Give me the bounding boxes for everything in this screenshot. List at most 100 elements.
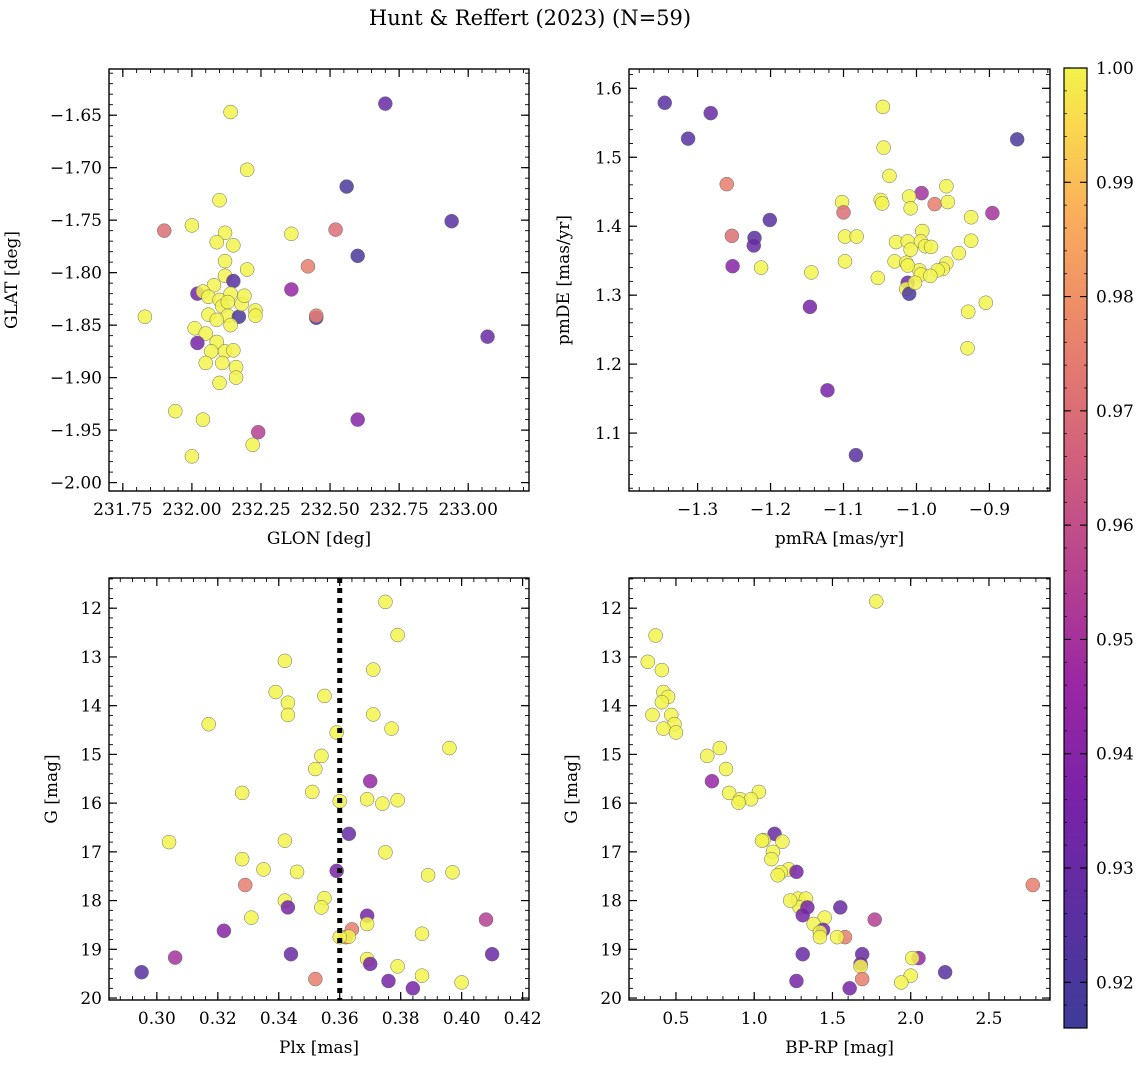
x-tick-label: −0.9 [969,500,1010,520]
data-point [390,959,405,974]
data-point [789,864,804,880]
data-point [442,740,457,756]
x-tick-label: 0.32 [199,1009,237,1029]
data-point [770,868,785,883]
data-point [381,973,396,989]
data-point [656,721,671,736]
data-point [209,312,225,328]
data-point [359,916,375,932]
data-point [184,218,200,233]
data-point [782,893,798,908]
data-point [703,105,718,121]
data-point [359,791,375,807]
data-point [927,196,942,212]
data-point [484,946,500,962]
data-point [350,412,365,427]
y-axis-label: GLAT [deg] [2,231,22,329]
data-point [201,716,216,732]
data-point [137,309,153,324]
y-tick-label: 1.2 [595,355,622,375]
data-point [1009,132,1025,147]
axes-frame [628,577,1051,1001]
data-point [215,355,230,371]
x-tick-label: 0.34 [260,1009,298,1029]
data-point [414,968,430,983]
y-tick-label: 12 [80,599,102,619]
data-point [700,748,715,764]
data-point [961,304,976,319]
data-point [308,308,324,323]
data-point [854,971,870,987]
y-tick-label: 16 [80,794,102,814]
y-tick-label: 17 [600,843,622,863]
panel-p3: 0.30 0.32 0.34 0.36 0.38 0.40 0.42 12 13 14 15 16 17… [42,577,542,1058]
x-tick-label: 0.30 [138,1009,176,1029]
data-point [226,238,241,253]
data-point [668,725,684,740]
data-point [764,851,779,867]
axes-frame [108,577,530,1001]
data-point [268,684,283,700]
y-tick-label: 19 [600,940,622,960]
y-tick-label: 19 [80,940,102,960]
data-point [384,721,399,736]
data-point [366,707,381,722]
y-tick-label: 18 [600,892,622,912]
data-point [217,253,233,269]
y-tick-label: 16 [600,794,622,814]
data-point [718,761,734,777]
data-point [220,294,236,310]
y-tick-label: 1.5 [595,148,622,168]
data-point [228,370,244,385]
data-point [654,695,670,710]
panel-p2: −1.3 −1.2 −1.1 −1.0 −0.9 1.1 1.2 1.3 1.4 1.5 1.6 pm… [554,68,1051,549]
data-point [951,245,967,261]
data-point [157,223,172,238]
data-point [795,946,810,962]
x-tick-label: −1.1 [823,500,864,520]
data-point [923,268,938,284]
data-point [167,950,183,965]
data-point [478,912,494,927]
colorbar-tick-label: 0.98 [1096,288,1134,308]
data-point [314,900,329,915]
data-point [903,242,918,257]
data-point [314,748,329,764]
x-axis-label: GLON [deg] [267,529,371,549]
data-point [244,910,259,925]
data-point [245,437,260,453]
data-point [212,375,227,391]
data-point [234,785,250,801]
figure-title: Hunt & Reffert (2023) (N=59) [368,6,692,30]
y-tick-label: 18 [80,892,102,912]
data-point [390,792,405,808]
data-point [795,907,810,923]
data-point [317,688,332,704]
colorbar-tick-label: 0.92 [1096,973,1134,993]
data-point [239,162,255,178]
data-point [248,308,263,323]
data-point [724,228,740,244]
data-point [907,275,923,291]
data-point [789,973,804,989]
data-point [853,959,868,974]
y-tick-label: 15 [600,745,622,765]
y-tick-label: 15 [80,745,102,765]
data-point [378,594,393,610]
colorbar-tick-label: 0.95 [1096,630,1134,650]
data-point [226,273,241,289]
data-point [874,196,890,211]
data-point [939,178,954,194]
data-point [362,956,378,972]
data-point [420,868,436,883]
data-point [184,449,200,464]
data-point [405,981,421,996]
data-point [820,383,835,398]
colorbar: 1.00 0.99 0.98 0.97 0.96 0.95 0.94 0.93 0.92 [1063,59,1134,1029]
data-point [444,213,459,229]
colorbar-tick-label: 0.93 [1096,859,1134,879]
data-point [350,248,365,264]
y-tick-label: 13 [600,648,622,668]
y-tick-label: −1.70 [50,159,102,179]
x-tick-label: 2.5 [975,1009,1002,1029]
